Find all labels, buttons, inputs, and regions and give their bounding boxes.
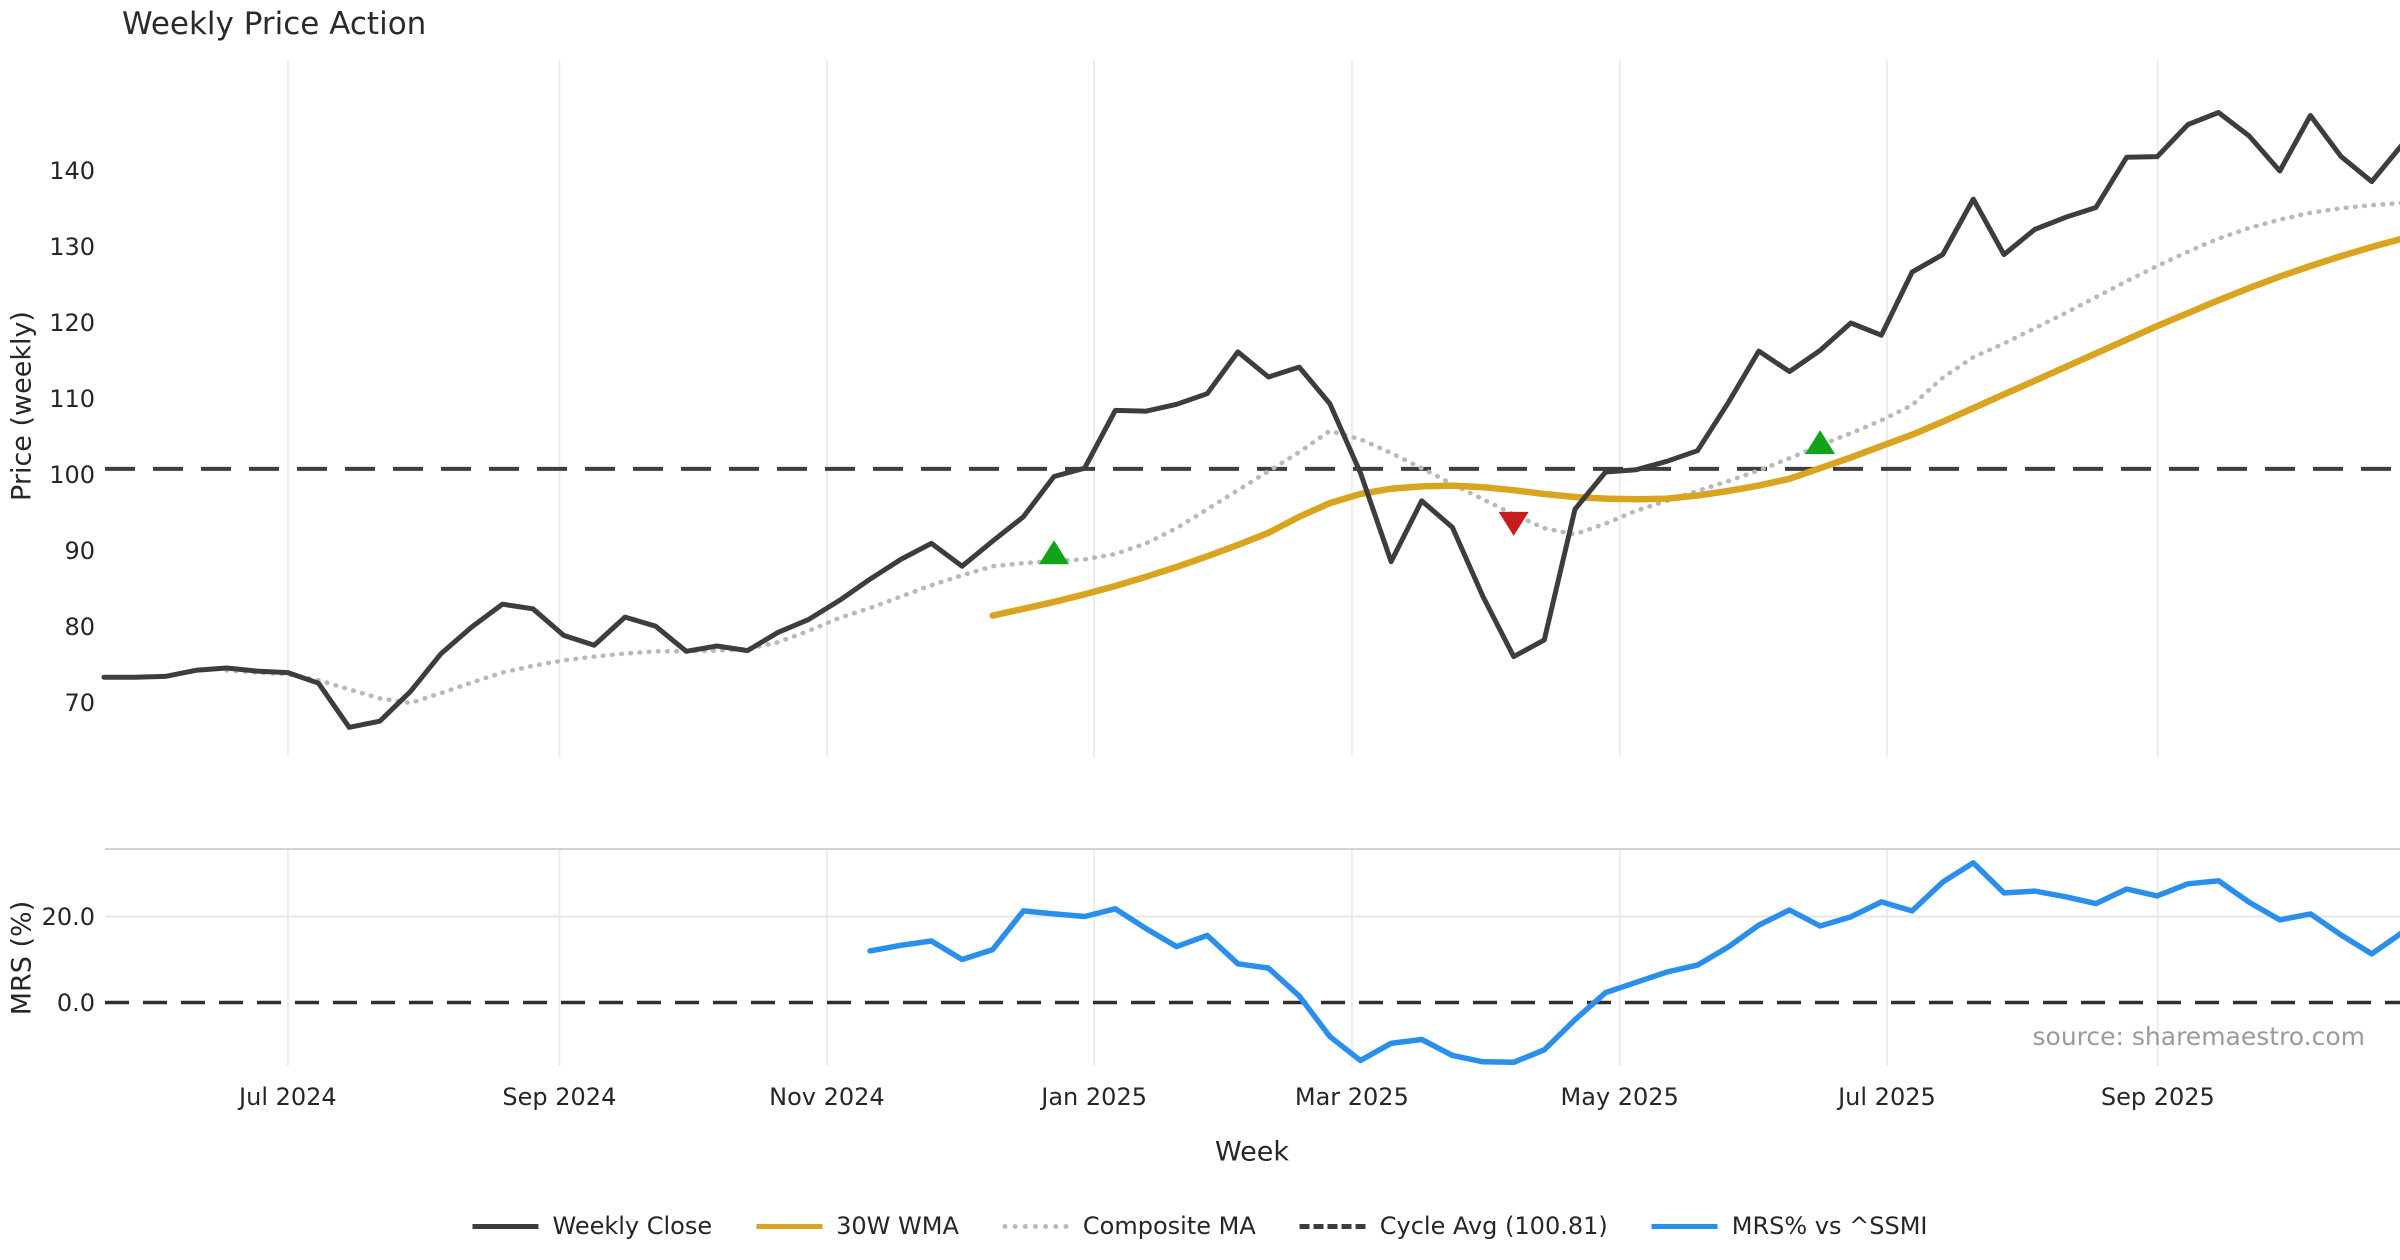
legend-line-sample (472, 1223, 539, 1229)
weekly-close-line (101, 110, 2400, 730)
price-y-tick-label: 90 (64, 537, 95, 565)
mrs-y-tick-label: 0.0 (56, 988, 95, 1017)
composite-ma-line (224, 200, 2400, 706)
mrs-line (867, 860, 2400, 1066)
legend-item: Cycle Avg (100.81) (1299, 1212, 1608, 1240)
legend-label: Cycle Avg (100.81) (1379, 1212, 1608, 1240)
wma-line (989, 235, 2400, 619)
legend-item: Composite MA (1002, 1212, 1256, 1240)
price-y-tick-label: 140 (49, 157, 95, 185)
x-tick-label: May 2025 (1560, 1083, 1679, 1111)
price-y-tick-label: 70 (64, 689, 95, 717)
legend-item: MRS% vs ^SSMI (1651, 1212, 1928, 1240)
legend-line-sample (1651, 1223, 1718, 1229)
sell-signal-marker (1498, 511, 1529, 536)
legend-item: 30W WMA (756, 1212, 959, 1240)
buy-signal-marker (1805, 430, 1836, 455)
x-tick-label: Jul 2025 (1838, 1083, 1936, 1111)
legend-line-sample (1299, 1223, 1366, 1229)
x-axis-label: Week (1215, 1136, 1289, 1168)
price-y-tick-label: 80 (64, 613, 95, 641)
x-tick-label: Jan 2025 (1041, 1083, 1147, 1111)
x-tick-label: Jul 2024 (239, 1083, 337, 1111)
page-title: Weekly Price Action (122, 6, 427, 42)
legend-line-sample (756, 1223, 823, 1229)
x-tick-label: Nov 2024 (769, 1083, 885, 1111)
x-tick-label: Sep 2024 (502, 1083, 617, 1111)
price-y-tick-label: 130 (49, 233, 95, 261)
legend-label: MRS% vs ^SSMI (1731, 1212, 1928, 1240)
legend-item: Weekly Close (472, 1212, 713, 1240)
x-tick-label: Sep 2025 (2100, 1083, 2215, 1111)
price-y-tick-label: 120 (49, 309, 95, 337)
legend-label: Composite MA (1082, 1212, 1256, 1240)
legend: Weekly Close 30W WMA Composite MA Cycle Avg… (472, 1212, 1928, 1240)
price-y-tick-label: 100 (49, 461, 95, 489)
source-credit: source: sharemaestro.com (2032, 1022, 2366, 1051)
legend-label: Weekly Close (552, 1212, 713, 1240)
x-tick-label: Mar 2025 (1294, 1083, 1409, 1111)
legend-line-sample (1002, 1223, 1069, 1229)
mrs-y-tick-label: 20.0 (41, 902, 95, 931)
buy-signal-marker (1038, 540, 1069, 565)
legend-label: 30W WMA (836, 1212, 959, 1240)
price-y-tick-label: 110 (49, 385, 95, 413)
